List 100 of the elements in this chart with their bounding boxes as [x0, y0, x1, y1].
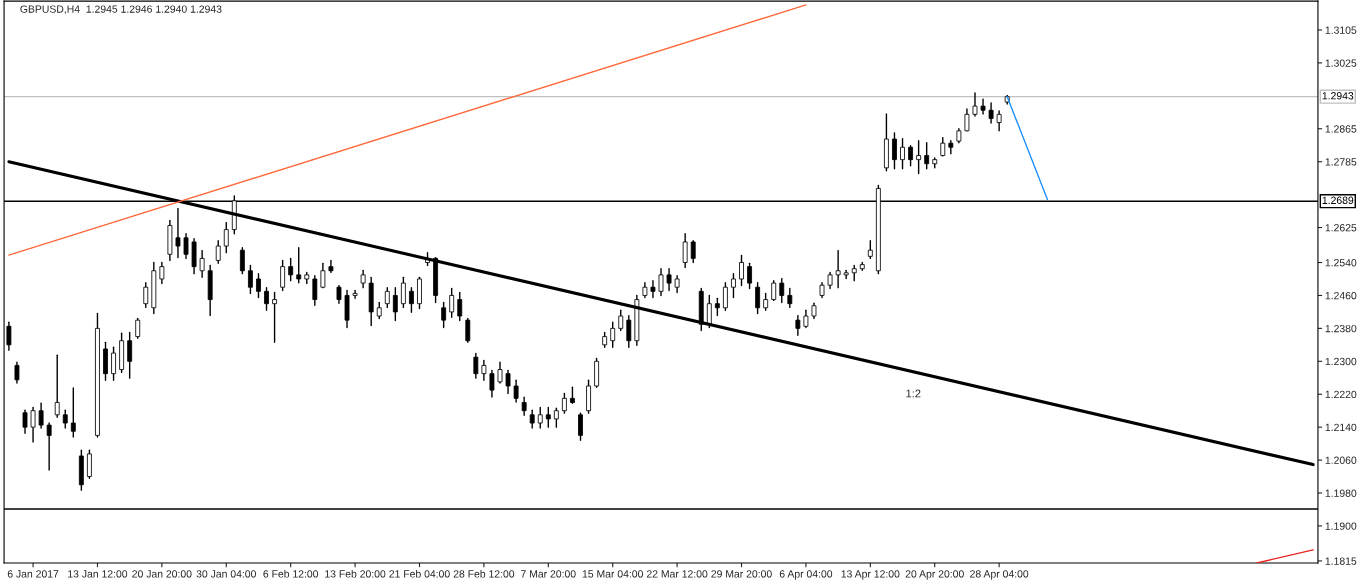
candlestick	[288, 257, 294, 282]
x-tick-label: 20 Apr 20:00	[905, 570, 964, 580]
candlestick	[38, 402, 44, 429]
candlestick	[505, 369, 511, 395]
candlestick	[795, 314, 801, 337]
y-tick-label: 1.2060	[1325, 456, 1357, 464]
y-tick-label: 1.2460	[1325, 291, 1357, 300]
y-tick-label: 1.2300	[1325, 357, 1357, 366]
candlestick	[747, 262, 752, 290]
candlestick	[159, 261, 165, 285]
candlestick	[578, 412, 583, 442]
x-tick-label: 29 Mar 20:00	[711, 570, 772, 578]
candlestick	[706, 294, 712, 329]
candlestick	[328, 259, 334, 274]
y-tick-label: 1.2140	[1325, 423, 1357, 432]
candlestick	[449, 287, 455, 318]
ref-line-label: 1.2689	[1322, 196, 1354, 204]
y-tick-label: 1.3025	[1325, 59, 1357, 67]
x-tick-label: 28 Feb 12:00	[453, 569, 515, 578]
candlestick	[135, 317, 141, 339]
candlestick	[392, 286, 398, 322]
y-tick-label: 1.3105	[1325, 26, 1357, 34]
candlestick	[964, 108, 970, 132]
y-tick-label: 1.2785	[1325, 158, 1357, 166]
candlestick	[618, 309, 624, 332]
y-tick-label: 1.1815	[1325, 557, 1357, 565]
x-tick-label: 7 Mar 20:00	[521, 570, 576, 578]
candlestick	[86, 449, 92, 479]
candlestick	[70, 387, 76, 438]
candlestick	[239, 247, 245, 275]
candlestick	[264, 286, 269, 311]
y-tick-label: 1.1900	[1325, 522, 1357, 530]
candlestick	[54, 354, 60, 418]
x-tick-label: 15 Mar 04:00	[582, 570, 643, 578]
candlestick	[441, 301, 447, 329]
candlestick	[30, 406, 36, 443]
candlestick	[739, 254, 744, 287]
candlestick	[610, 321, 616, 349]
candlestick	[940, 137, 946, 157]
annotation: 1:2	[906, 389, 921, 398]
candlestick	[497, 361, 503, 384]
candlestick	[272, 291, 278, 344]
candlestick	[924, 142, 930, 170]
candlestick	[247, 264, 253, 295]
candlestick	[409, 286, 414, 314]
candlestick	[537, 406, 543, 429]
y-tick-label: 1.1980	[1325, 489, 1357, 497]
candlestick	[916, 139, 922, 175]
candlestick	[223, 221, 229, 254]
candlestick	[111, 346, 116, 381]
candlestick	[352, 289, 358, 300]
candlestick	[787, 287, 793, 309]
candlestick	[900, 137, 905, 170]
candlestick	[481, 359, 487, 381]
candlestick	[682, 233, 688, 269]
candlestick	[521, 396, 527, 416]
candlestick	[545, 406, 551, 428]
candlestick	[215, 240, 221, 265]
x-tick-label: 6 Feb 12:00	[263, 569, 319, 578]
x-tick-label: 6 Jan 2017	[7, 570, 59, 578]
candlestick	[771, 279, 777, 302]
candlestick	[972, 92, 978, 117]
x-tick-label: 21 Feb 04:00	[389, 569, 450, 578]
candlestick	[183, 233, 189, 260]
x-tick-label: 13 Feb 20:00	[325, 569, 386, 578]
candlestick	[908, 144, 914, 167]
candlestick	[722, 281, 728, 311]
candlestick	[755, 281, 761, 315]
candlestick	[513, 379, 519, 403]
candlestick	[996, 110, 1002, 132]
candlestick	[256, 272, 261, 299]
candlestick	[658, 268, 664, 297]
candlestick	[22, 409, 28, 435]
candlestick	[280, 259, 286, 292]
ref-line-label: 1.2943	[1322, 92, 1354, 100]
x-tick-label: 30 Jan 04:00	[196, 570, 256, 578]
candlestick	[312, 274, 318, 307]
candlestick	[457, 291, 463, 322]
y-tick-label: 1.2865	[1325, 125, 1357, 133]
x-tick-label: 22 Mar 12:00	[646, 570, 708, 578]
y-tick-label: 1.2380	[1325, 324, 1357, 333]
candlestick	[14, 361, 20, 384]
y-tick-label: 1.2220	[1325, 390, 1357, 399]
candlestick	[666, 268, 672, 292]
candlestick	[473, 352, 479, 379]
candlestick	[175, 207, 181, 259]
candlestick	[892, 132, 897, 170]
y-tick-label: 1.2540	[1325, 259, 1357, 267]
chart-title: GBPUSD,H4 1.2945 1.2946 1.2940 1.2943	[20, 5, 222, 14]
x-tick-label: 20 Jan 20:00	[132, 570, 192, 578]
candlestick	[127, 331, 133, 379]
candlestick	[626, 314, 632, 349]
x-tick-label: 6 Apr 04:00	[779, 570, 833, 580]
candlestick	[320, 262, 326, 289]
x-tick-label: 13 Apr 12:00	[841, 570, 900, 580]
candlestick	[46, 422, 52, 471]
x-tick-label: 28 Apr 04:00	[970, 570, 1029, 580]
candlestick	[731, 272, 736, 299]
candlestick	[948, 139, 954, 155]
candlestick	[143, 281, 149, 309]
